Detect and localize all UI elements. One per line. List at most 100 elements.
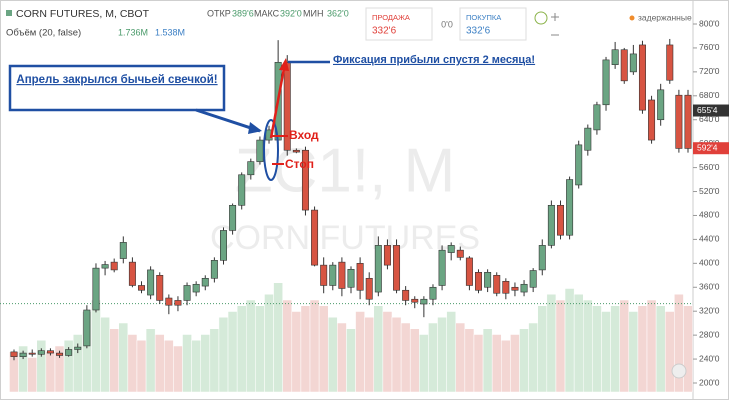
volume-bar xyxy=(264,294,274,393)
volume-bar xyxy=(27,357,38,393)
candle-body xyxy=(684,94,692,149)
volume-bar xyxy=(36,340,47,393)
candle-body xyxy=(420,298,428,305)
candle-body xyxy=(438,249,446,286)
volume-bar xyxy=(236,305,247,393)
volume-bar xyxy=(255,305,265,393)
volume-bar xyxy=(628,311,639,393)
high: 392'0 xyxy=(280,8,302,18)
candle-body xyxy=(429,286,437,300)
scroll-button[interactable] xyxy=(671,363,687,379)
candle-circle xyxy=(263,119,279,181)
symbol-icon xyxy=(6,10,12,16)
price-axis: 200'0 240'0 280'0 320'0 360'0 400'0 440'0 480'0… xyxy=(0,18,729,387)
sell-label: ПРОДАЖА xyxy=(372,13,410,22)
candle-body xyxy=(101,264,109,269)
candle-body xyxy=(192,283,200,293)
volume-bar xyxy=(364,317,375,393)
candle-body xyxy=(74,346,82,350)
candle-body xyxy=(19,352,27,357)
volume-bar xyxy=(273,282,283,393)
volume-bar xyxy=(583,299,593,393)
volume-bar xyxy=(227,311,238,393)
candle-body xyxy=(657,89,665,121)
y-tick-label: 200'0 xyxy=(699,377,720,387)
watermark: ZC1!, M xyxy=(235,136,455,205)
volume-bar xyxy=(646,299,657,393)
candle-body xyxy=(165,297,173,306)
volume-title: Объём (20, false) xyxy=(6,28,81,39)
volume-bar xyxy=(200,334,211,393)
title: CORN FUTURES, M, CBOT xyxy=(16,8,150,20)
price-label: 655'4 xyxy=(697,105,718,115)
sell-price: 332'6 xyxy=(372,26,397,37)
profit-arrow xyxy=(269,62,287,139)
y-tick-label: 520'0 xyxy=(699,186,720,196)
low: 362'0 xyxy=(327,8,349,18)
volume-bar xyxy=(145,328,156,393)
volume-bar xyxy=(519,328,529,393)
volume-bar xyxy=(491,334,502,393)
volume-bar xyxy=(482,328,493,393)
candle-body xyxy=(648,99,656,141)
info-button[interactable] xyxy=(534,11,548,25)
volume-ma: 1.538M xyxy=(155,27,185,37)
price-label-bg xyxy=(693,104,729,117)
volume-bar xyxy=(382,311,393,393)
volume-bar xyxy=(91,299,101,393)
volume-bar xyxy=(191,340,201,393)
candle-body xyxy=(402,289,410,301)
candle-body xyxy=(10,351,18,357)
candle-body xyxy=(520,283,528,293)
volume-bar xyxy=(291,311,302,393)
y-tick-label: 560'0 xyxy=(699,162,720,172)
candle-body xyxy=(584,127,592,151)
candle-body xyxy=(602,59,610,106)
sell-box[interactable] xyxy=(365,7,433,41)
candle-body xyxy=(411,298,419,303)
candle-body xyxy=(210,260,218,279)
candle-body xyxy=(666,44,674,81)
volume-bar xyxy=(664,311,675,393)
y-tick-label: 760'0 xyxy=(699,42,720,52)
candle-body xyxy=(174,300,182,306)
volume-bar xyxy=(592,305,602,393)
volume-bar xyxy=(610,305,620,393)
volume-bar xyxy=(601,311,611,393)
candle-body xyxy=(238,174,246,206)
volume-bar xyxy=(327,317,338,393)
candle-body xyxy=(365,277,373,300)
candle-body xyxy=(629,53,637,73)
volume-bar xyxy=(100,317,110,393)
volume-bar xyxy=(136,340,147,393)
volume-bar xyxy=(337,322,347,393)
volume-bar xyxy=(309,299,320,393)
volume-bar xyxy=(637,305,648,393)
candle-body xyxy=(511,286,519,291)
volume-bar xyxy=(473,334,484,393)
candle-body xyxy=(147,269,155,296)
volume-bar xyxy=(501,340,511,393)
volume-bar xyxy=(619,299,630,393)
volume-bar xyxy=(546,294,557,393)
candle-body xyxy=(456,249,464,258)
candle-body xyxy=(338,261,346,289)
spread: 0'0 xyxy=(441,19,453,29)
volume-bar xyxy=(45,351,56,393)
candle-body xyxy=(529,270,537,288)
y-tick-label: 480'0 xyxy=(699,210,720,220)
y-tick-label: 240'0 xyxy=(699,353,720,363)
buy-box[interactable] xyxy=(459,7,527,41)
candle-body xyxy=(301,149,309,211)
volume-bar xyxy=(564,288,575,393)
volume-bar xyxy=(400,322,411,393)
y-tick-label: 720'0 xyxy=(699,66,720,76)
candle-body xyxy=(28,352,36,355)
buy-price: 332'6 xyxy=(466,26,491,37)
candle-body xyxy=(92,267,100,311)
volume-bar xyxy=(555,299,566,393)
annotation-profit: Фиксация прибыли спустя 2 месяца! xyxy=(333,54,535,66)
candle-body xyxy=(356,263,364,291)
delayed-dot xyxy=(629,15,635,21)
y-tick-label: 680'0 xyxy=(699,90,720,100)
